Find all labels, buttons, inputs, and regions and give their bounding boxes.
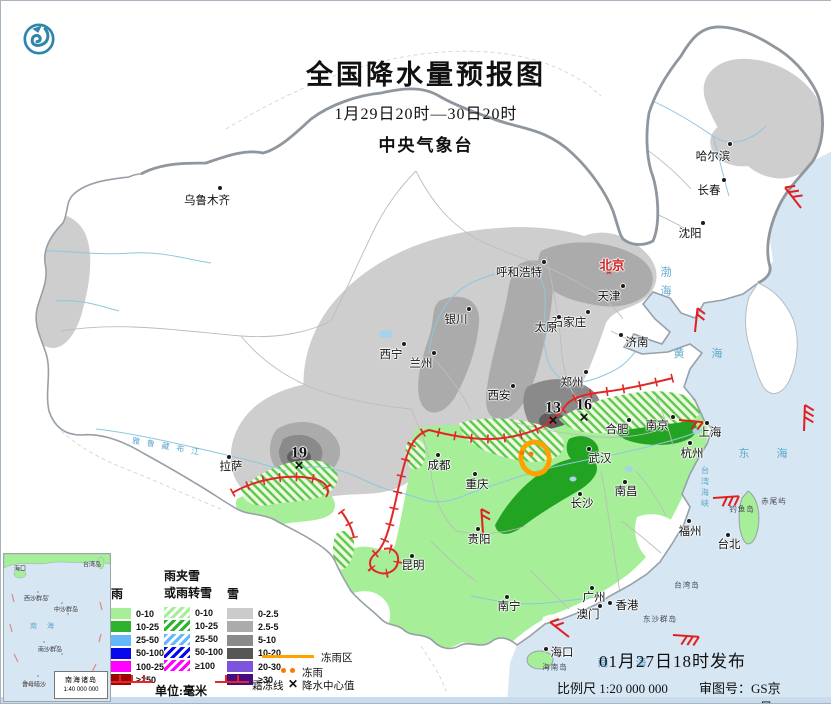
inset-label: 中沙群岛 [53,607,79,614]
snow-area-hebei [538,242,653,307]
snow-area-shaanxi [418,296,480,413]
lakes [379,329,700,482]
north-border-thick [140,25,824,285]
foreign-borders [60,50,602,692]
inset-scale: 1:40 000 000 [63,687,99,693]
inset-label: 西沙群岛 [23,596,49,603]
inset-scale-box: 南海诸岛 1:40 000 000 [54,671,108,699]
valid-period: 1月29日20时—30日20时 [334,106,518,123]
province-borders [60,135,694,610]
south-china-sea-inset: 海口 台湾岛 西沙群岛 中沙群岛 南 海 南沙群岛 曾母暗沙 南海诸岛 1:40… [3,553,111,702]
release-time: 01月27日18时发布 [599,652,746,671]
snow-area-shanxi [485,260,553,420]
sleet-area-tibet-se [332,530,355,570]
rivers [36,95,767,605]
freezing-rain-zone [518,439,552,477]
sleet-area-huai [559,391,701,434]
approval-number: 审图号：GS京(2024)0236号 [699,681,781,703]
sleet-area-tibet [241,460,338,506]
inset-label: 曾母暗沙 [21,682,47,689]
snow-area-northeast [703,58,823,179]
inset-label: 南沙群岛 [37,647,63,654]
korea-peninsula [745,282,798,394]
agency-name: 中央气象台 [378,136,474,155]
inset-title: 南海诸岛 [65,677,97,684]
freezing-rain-dot [528,451,534,457]
inset-label: 南 海 [30,623,58,630]
freezing-rain-dot [519,450,525,456]
map-title: 全国降水量预报图 [306,60,546,90]
title-block: 全国降水量预报图 1月29日20时—30日20时 中央气象台 [266,53,586,156]
rain-heavy-wuhan [566,436,599,464]
inset-label: 台湾岛 [82,562,102,569]
map-scale: 比例尺 1:20 000 000 [557,681,668,696]
hainan-island [526,650,554,670]
taiwan-island [738,490,760,545]
frost-line [229,373,675,578]
inset-label: 海口 [13,566,27,573]
cma-logo [23,23,55,55]
bottom-frame [1,697,831,703]
